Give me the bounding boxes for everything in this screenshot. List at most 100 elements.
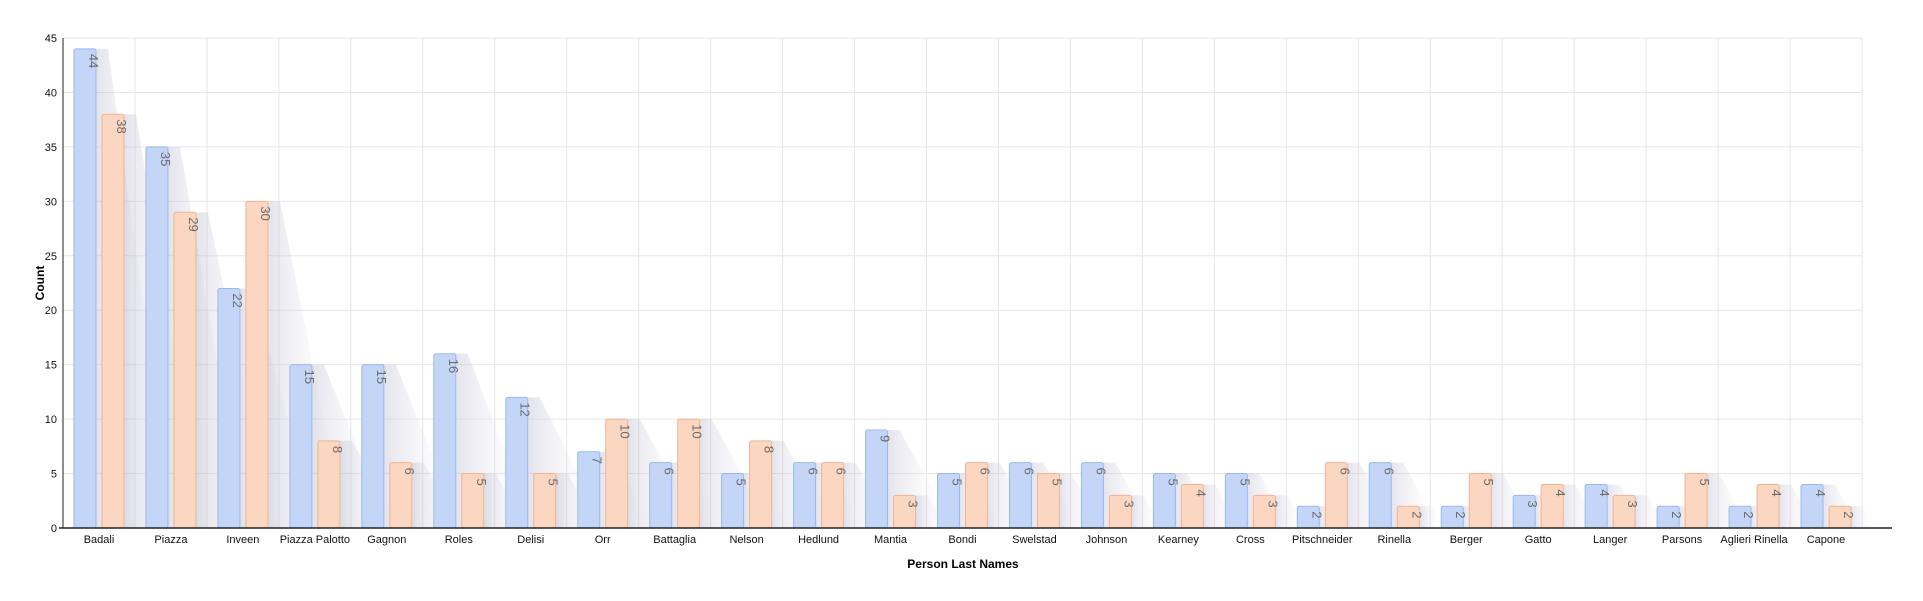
x-tick-label: Piazza bbox=[154, 534, 188, 546]
x-tick-label: Inveen bbox=[226, 534, 259, 546]
data-label: 5 bbox=[546, 479, 561, 486]
bar bbox=[245, 200, 269, 529]
data-label: 6 bbox=[806, 468, 821, 475]
bar bbox=[217, 287, 241, 529]
data-label: 2 bbox=[1841, 511, 1856, 518]
x-tick-label: Battaglia bbox=[653, 534, 697, 546]
data-label: 6 bbox=[1021, 468, 1036, 475]
data-label: 10 bbox=[618, 424, 633, 438]
x-tick-label: Parsons bbox=[1662, 534, 1703, 546]
data-label: 5 bbox=[474, 479, 489, 486]
data-label: 3 bbox=[1121, 500, 1136, 507]
data-label: 6 bbox=[1381, 468, 1396, 475]
x-tick-label: Johnson bbox=[1086, 534, 1128, 546]
y-tick-label: 35 bbox=[45, 142, 57, 154]
data-label: 3 bbox=[1265, 500, 1280, 507]
data-label: 10 bbox=[690, 424, 705, 438]
y-tick-label: 25 bbox=[45, 251, 57, 263]
y-tick-label: 45 bbox=[45, 33, 57, 45]
y-tick-label: 30 bbox=[45, 196, 57, 208]
data-label: 4 bbox=[1553, 489, 1568, 496]
x-tick-label: Langer bbox=[1593, 534, 1628, 546]
bar bbox=[433, 353, 457, 529]
data-label: 8 bbox=[762, 446, 777, 453]
bar bbox=[145, 146, 169, 529]
data-label: 6 bbox=[1337, 468, 1352, 475]
bar bbox=[73, 48, 97, 529]
data-label: 5 bbox=[1697, 479, 1712, 486]
data-label: 2 bbox=[1669, 511, 1684, 518]
data-label: 2 bbox=[1409, 511, 1424, 518]
x-tick-label: Hedlund bbox=[798, 534, 839, 546]
x-tick-label: Pitschneider bbox=[1292, 534, 1353, 546]
data-label: 5 bbox=[1481, 479, 1496, 486]
x-tick-label: Kearney bbox=[1158, 534, 1199, 546]
data-label: 7 bbox=[590, 457, 605, 464]
data-label: 15 bbox=[302, 370, 317, 384]
data-label: 44 bbox=[86, 54, 101, 68]
data-label: 6 bbox=[1093, 468, 1108, 475]
data-label: 2 bbox=[1453, 511, 1468, 518]
data-label: 5 bbox=[734, 479, 749, 486]
data-label: 9 bbox=[878, 435, 893, 442]
data-label: 2 bbox=[1741, 511, 1756, 518]
x-tick-label: Delisi bbox=[517, 534, 544, 546]
y-tick-label: 0 bbox=[51, 523, 57, 535]
y-tick-label: 20 bbox=[45, 305, 57, 317]
data-label: 38 bbox=[114, 119, 129, 133]
data-label: 3 bbox=[906, 500, 921, 507]
x-tick-label: Mantia bbox=[874, 534, 908, 546]
data-label: 2 bbox=[1309, 511, 1324, 518]
x-tick-label: Capone bbox=[1807, 534, 1846, 546]
data-label: 3 bbox=[1525, 500, 1540, 507]
data-label: 4 bbox=[1193, 489, 1208, 496]
data-label: 12 bbox=[518, 402, 533, 416]
x-tick-label: Aglieri Rinella bbox=[1720, 534, 1788, 546]
x-tick-label: Badali bbox=[84, 534, 115, 546]
data-label: 30 bbox=[258, 206, 273, 220]
data-label: 35 bbox=[158, 152, 173, 166]
x-tick-label: Piazza Palotto bbox=[280, 534, 350, 546]
y-tick-label: 40 bbox=[45, 87, 57, 99]
x-axis-title: Person Last Names bbox=[907, 557, 1019, 571]
x-tick-label: Orr bbox=[595, 534, 611, 546]
data-label: 6 bbox=[402, 468, 417, 475]
data-label: 29 bbox=[186, 217, 201, 231]
data-label: 5 bbox=[950, 479, 965, 486]
bar bbox=[505, 396, 529, 529]
bar bbox=[101, 113, 125, 529]
x-tick-label: Gatto bbox=[1525, 534, 1552, 546]
data-label: 5 bbox=[1049, 479, 1064, 486]
data-label: 4 bbox=[1813, 489, 1828, 496]
data-label: 16 bbox=[446, 359, 461, 373]
bar bbox=[317, 440, 341, 529]
data-label: 5 bbox=[1237, 479, 1252, 486]
x-tick-label: Roles bbox=[445, 534, 474, 546]
x-tick-label: Nelson bbox=[729, 534, 763, 546]
x-tick-label: Cross bbox=[1236, 534, 1265, 546]
bar bbox=[361, 364, 385, 529]
bar bbox=[749, 440, 773, 529]
y-axis-title: Count bbox=[33, 266, 47, 301]
bar bbox=[289, 364, 313, 529]
data-label: 4 bbox=[1769, 489, 1784, 496]
data-label: 4 bbox=[1597, 489, 1612, 496]
bar bbox=[865, 429, 889, 529]
bar-shadow bbox=[1419, 506, 1444, 528]
x-tick-label: Swelstad bbox=[1012, 534, 1057, 546]
data-label: 15 bbox=[374, 370, 389, 384]
data-label: 6 bbox=[662, 468, 677, 475]
data-label: 8 bbox=[330, 446, 345, 453]
bar bbox=[173, 211, 197, 529]
y-tick-label: 5 bbox=[51, 469, 57, 481]
data-label: 6 bbox=[834, 468, 849, 475]
data-label: 6 bbox=[978, 468, 993, 475]
x-tick-label: Bondi bbox=[948, 534, 976, 546]
data-label: 3 bbox=[1625, 500, 1640, 507]
x-tick-label: Rinella bbox=[1377, 534, 1412, 546]
x-tick-label: Berger bbox=[1450, 534, 1483, 546]
x-tick-label: Gagnon bbox=[367, 534, 406, 546]
